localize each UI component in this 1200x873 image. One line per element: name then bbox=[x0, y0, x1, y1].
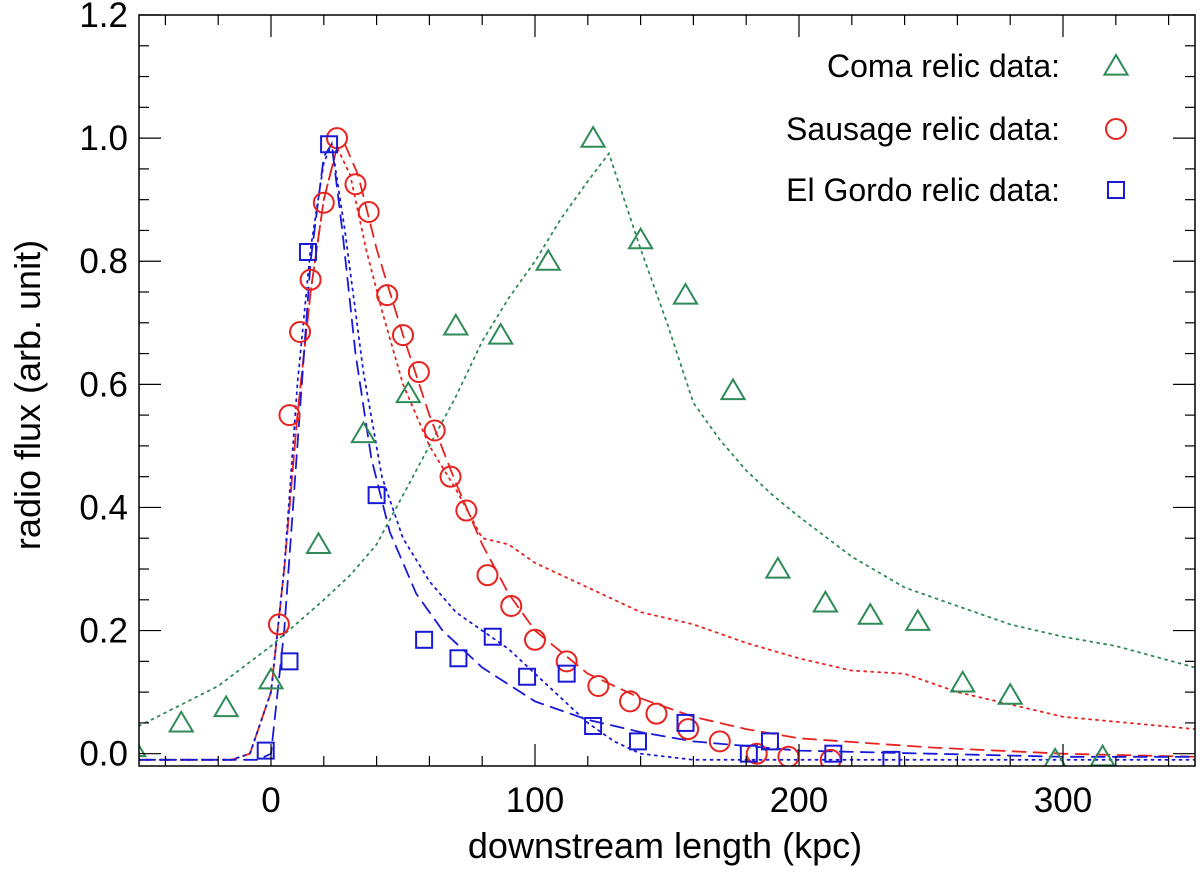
coma-data-point bbox=[672, 282, 699, 305]
x-axis-title: downstream length (kpc) bbox=[468, 825, 862, 866]
x-tick-label: 100 bbox=[506, 781, 564, 820]
model-curve-0 bbox=[139, 151, 1195, 727]
sausage-data-point bbox=[289, 321, 312, 344]
el-gordo-data-point bbox=[739, 744, 758, 763]
coma-data-point bbox=[305, 531, 332, 554]
sausage-data-point bbox=[407, 361, 430, 384]
coma-data-point bbox=[534, 248, 562, 271]
y-axis-title: radio flux (arb. unit) bbox=[7, 240, 48, 550]
y-tick-label: 1.2 bbox=[79, 0, 128, 35]
el-gordo-data-point bbox=[367, 486, 386, 505]
el-gordo-data-point bbox=[882, 750, 901, 766]
sausage-data-point bbox=[500, 594, 523, 617]
coma-data-point bbox=[394, 380, 422, 404]
sausage-data-point bbox=[299, 268, 322, 291]
coma-data-point bbox=[764, 556, 792, 579]
el-gordo-data-point bbox=[824, 744, 843, 763]
el-gordo-data-point bbox=[676, 713, 695, 732]
y-tick-label: 0.0 bbox=[79, 735, 128, 774]
sausage-data-point bbox=[619, 690, 642, 713]
sausage-data-point bbox=[708, 730, 731, 753]
el-gordo-data-point bbox=[298, 242, 317, 261]
x-tick-label: 300 bbox=[1034, 781, 1092, 820]
sausage-data-point bbox=[524, 628, 546, 651]
sausage-data-point bbox=[645, 702, 668, 725]
legend: Coma relic data: Sausage relic data: El Go… bbox=[786, 48, 1130, 208]
el-gordo-data-point bbox=[518, 667, 537, 686]
coma-data-point bbox=[812, 589, 839, 613]
sausage-data-point bbox=[555, 650, 578, 673]
sausage-data-point bbox=[267, 613, 290, 636]
legend-label: El Gordo relic data: bbox=[786, 172, 1060, 208]
coma-data-point bbox=[856, 602, 884, 625]
el-gordo-data-point bbox=[628, 732, 647, 751]
el-gordo-data-point bbox=[256, 741, 275, 760]
sausage-data-point bbox=[587, 674, 610, 697]
legend-marker-triangle bbox=[1102, 53, 1130, 76]
y-tick-label: 0.8 bbox=[79, 242, 128, 281]
sausage-data-point bbox=[392, 324, 414, 347]
sausage-data-point bbox=[344, 173, 367, 196]
sausage-data-point bbox=[376, 284, 399, 307]
legend-label: Sausage relic data: bbox=[786, 111, 1060, 147]
x-tick-label: 0 bbox=[261, 781, 280, 820]
model-curve-4 bbox=[139, 141, 1195, 761]
coma-data-point bbox=[257, 666, 285, 690]
coma-data-point bbox=[1043, 746, 1067, 766]
coma-data-point bbox=[579, 125, 607, 148]
coma-data-point bbox=[350, 420, 377, 444]
coma-data-point bbox=[167, 709, 195, 733]
sausage-data-point bbox=[455, 499, 478, 522]
coma-data-point bbox=[627, 226, 654, 250]
sausage-data-point bbox=[439, 465, 462, 488]
sausage-data-point bbox=[312, 191, 335, 214]
sausage-data-point bbox=[745, 742, 768, 765]
plot-frame bbox=[138, 14, 1196, 767]
y-tick-label: 0.4 bbox=[79, 488, 128, 527]
el-gordo-data-point bbox=[557, 664, 576, 683]
el-gordo-data-point bbox=[320, 135, 339, 154]
sausage-data-point bbox=[278, 404, 301, 427]
model-curve-1 bbox=[139, 143, 1195, 761]
legend-marker-square bbox=[1107, 181, 1125, 199]
model-curve-3 bbox=[139, 141, 1195, 761]
coma-data-point bbox=[949, 669, 976, 693]
y-tick-label: 1.0 bbox=[79, 119, 128, 158]
legend-marker-circle bbox=[1105, 118, 1127, 140]
sausage-data-point bbox=[476, 564, 499, 587]
coma-data-point bbox=[442, 312, 470, 336]
coma-data-point bbox=[212, 694, 240, 718]
coma-data-point bbox=[904, 608, 932, 631]
sausage-data-point bbox=[357, 200, 380, 223]
coma-data-point bbox=[719, 377, 747, 401]
y-tick-label: 0.6 bbox=[79, 365, 128, 404]
el-gordo-data-point bbox=[760, 732, 779, 751]
el-gordo-data-point bbox=[280, 652, 299, 671]
x-tick-label: 200 bbox=[770, 781, 828, 820]
coma-data-point bbox=[996, 682, 1024, 705]
legend-label: Coma relic data: bbox=[827, 48, 1060, 84]
y-tick-label: 0.2 bbox=[79, 612, 128, 651]
coma-data-point bbox=[487, 322, 514, 345]
sausage-data-point bbox=[423, 419, 446, 442]
el-gordo-data-point bbox=[584, 716, 603, 735]
el-gordo-data-point bbox=[483, 627, 502, 646]
el-gordo-data-point bbox=[449, 649, 468, 668]
el-gordo-data-point bbox=[415, 630, 434, 649]
